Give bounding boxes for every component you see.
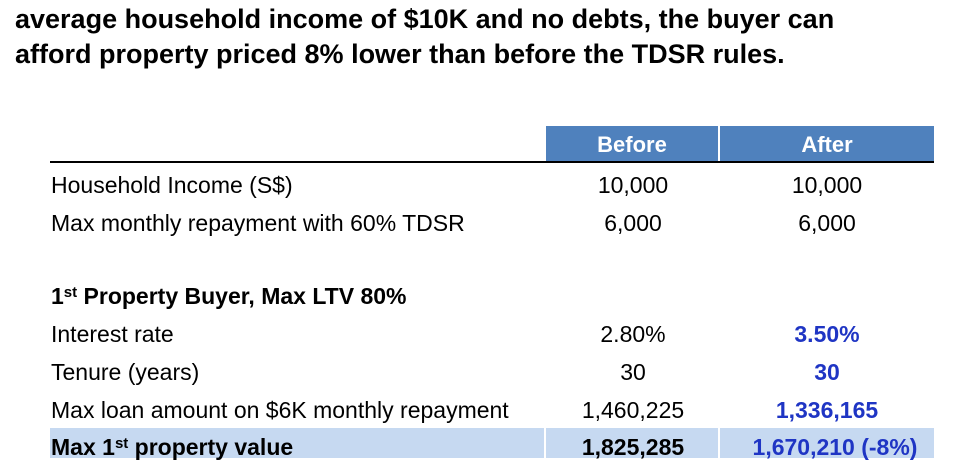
row-label-max-monthly-repayment: Max monthly repayment with 60% TDSR: [51, 210, 465, 236]
interest-rate-before: 2.80%: [600, 321, 666, 347]
total-label-rest: property value: [128, 434, 294, 460]
row-label-interest-rate: Interest rate: [51, 321, 174, 347]
household-income-before: 10,000: [597, 172, 669, 198]
interest-rate-after: 3.50%: [794, 321, 860, 347]
section-heading-first-property-buyer: 1st Property Buyer, Max LTV 80%: [51, 281, 407, 311]
max-monthly-repayment-before: 6,000: [604, 210, 662, 236]
tenure-after: 30: [814, 359, 840, 385]
heading-line-1: average household income of $10K and no …: [15, 4, 835, 34]
column-header-after: After: [720, 126, 934, 162]
max-monthly-repayment-after: 6,000: [798, 210, 856, 236]
household-income-after: 10,000: [791, 172, 863, 198]
max-property-value-before: 1,825,285: [581, 434, 685, 460]
section-title-rest: Property Buyer, Max LTV 80%: [77, 283, 407, 309]
header-rule: [50, 161, 934, 163]
total-label-suffix: st: [114, 435, 129, 452]
section-ordinal-number: 1: [51, 283, 64, 309]
highlight-row-divider-1: [544, 428, 546, 458]
highlight-row-divider-2: [718, 428, 720, 458]
row-label-max-loan-amount: Max loan amount on $6K monthly repayment: [51, 397, 509, 423]
total-label-prefix: Max 1: [51, 434, 115, 460]
row-label-tenure: Tenure (years): [51, 359, 200, 385]
max-property-value-after: 1,670,210 (-8%): [752, 434, 918, 460]
row-label-max-property-value: Max 1st property value: [51, 432, 293, 462]
slide-heading: average household income of $10K and no …: [15, 2, 965, 72]
row-label-household-income: Household Income (S$): [51, 172, 293, 198]
max-loan-amount-after: 1,336,165: [775, 397, 879, 423]
column-header-before: Before: [546, 126, 718, 162]
max-loan-amount-before: 1,460,225: [581, 397, 685, 423]
section-ordinal-suffix: st: [63, 284, 78, 301]
heading-line-2: afford property priced 8% lower than bef…: [15, 39, 785, 69]
tenure-before: 30: [620, 359, 646, 385]
